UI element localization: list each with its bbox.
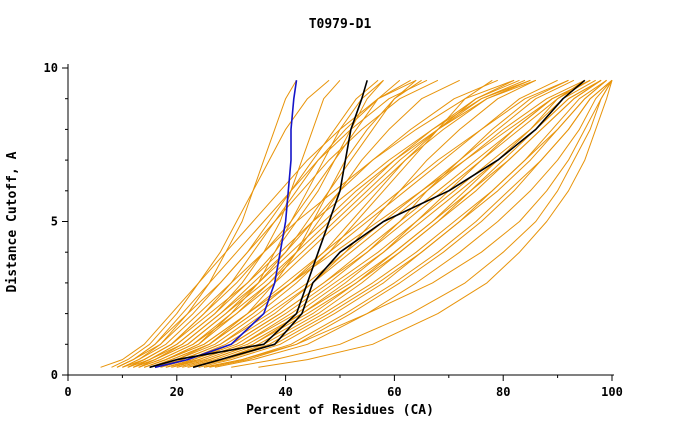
model-38-curve <box>187 79 607 368</box>
model-44-curve <box>144 79 591 368</box>
x-tick-label: 0 <box>64 385 71 399</box>
model-28-curve <box>122 79 515 368</box>
model-10-curve <box>160 79 537 368</box>
model-39-curve <box>133 79 520 368</box>
model-24-curve <box>149 79 493 368</box>
model-01-curve <box>122 80 297 368</box>
highlighted-model-curve <box>154 80 298 369</box>
model-16-curve <box>187 79 602 368</box>
model-12-curve <box>165 79 569 368</box>
model-41-curve <box>149 79 558 368</box>
x-tick-label: 40 <box>278 385 292 399</box>
y-tick-label: 5 <box>51 215 58 229</box>
model-03-curve <box>111 79 330 368</box>
plot-content: 0 20 40 60 80 100 0 5 10 <box>44 61 623 399</box>
model-02-curve <box>133 79 341 368</box>
reference-curve-1-curve <box>149 80 368 369</box>
model-40-curve <box>214 79 613 368</box>
model-26-curve <box>133 79 536 368</box>
reference-curve-2-curve <box>192 79 586 369</box>
model-36-curve <box>127 79 401 368</box>
model-32-curve <box>203 79 613 368</box>
model-21-curve <box>127 79 384 368</box>
x-tick-label: 80 <box>496 385 510 399</box>
model-20-curve <box>209 79 613 368</box>
x-tick-label: 20 <box>170 385 184 399</box>
model-31-curve <box>100 79 417 368</box>
x-axis-label: Percent of Residues (CA) <box>246 403 434 418</box>
x-tick-label: 100 <box>601 385 623 399</box>
y-tick-label: 0 <box>51 368 58 382</box>
x-tick-label: 60 <box>387 385 401 399</box>
chart-title: T0979-D1 <box>309 17 372 32</box>
y-axis-label: Distance Cutoff, A <box>5 151 20 292</box>
model-47-curve <box>231 80 613 368</box>
model-34-curve <box>138 79 526 368</box>
model-46-curve <box>203 80 613 368</box>
model-14-curve <box>176 79 591 368</box>
model-37-curve <box>154 79 575 368</box>
model-48-curve <box>258 80 613 368</box>
y-tick-label: 10 <box>44 61 58 75</box>
model-45-curve <box>165 79 596 368</box>
model-23-curve <box>116 79 379 368</box>
model-42-curve <box>116 79 428 368</box>
